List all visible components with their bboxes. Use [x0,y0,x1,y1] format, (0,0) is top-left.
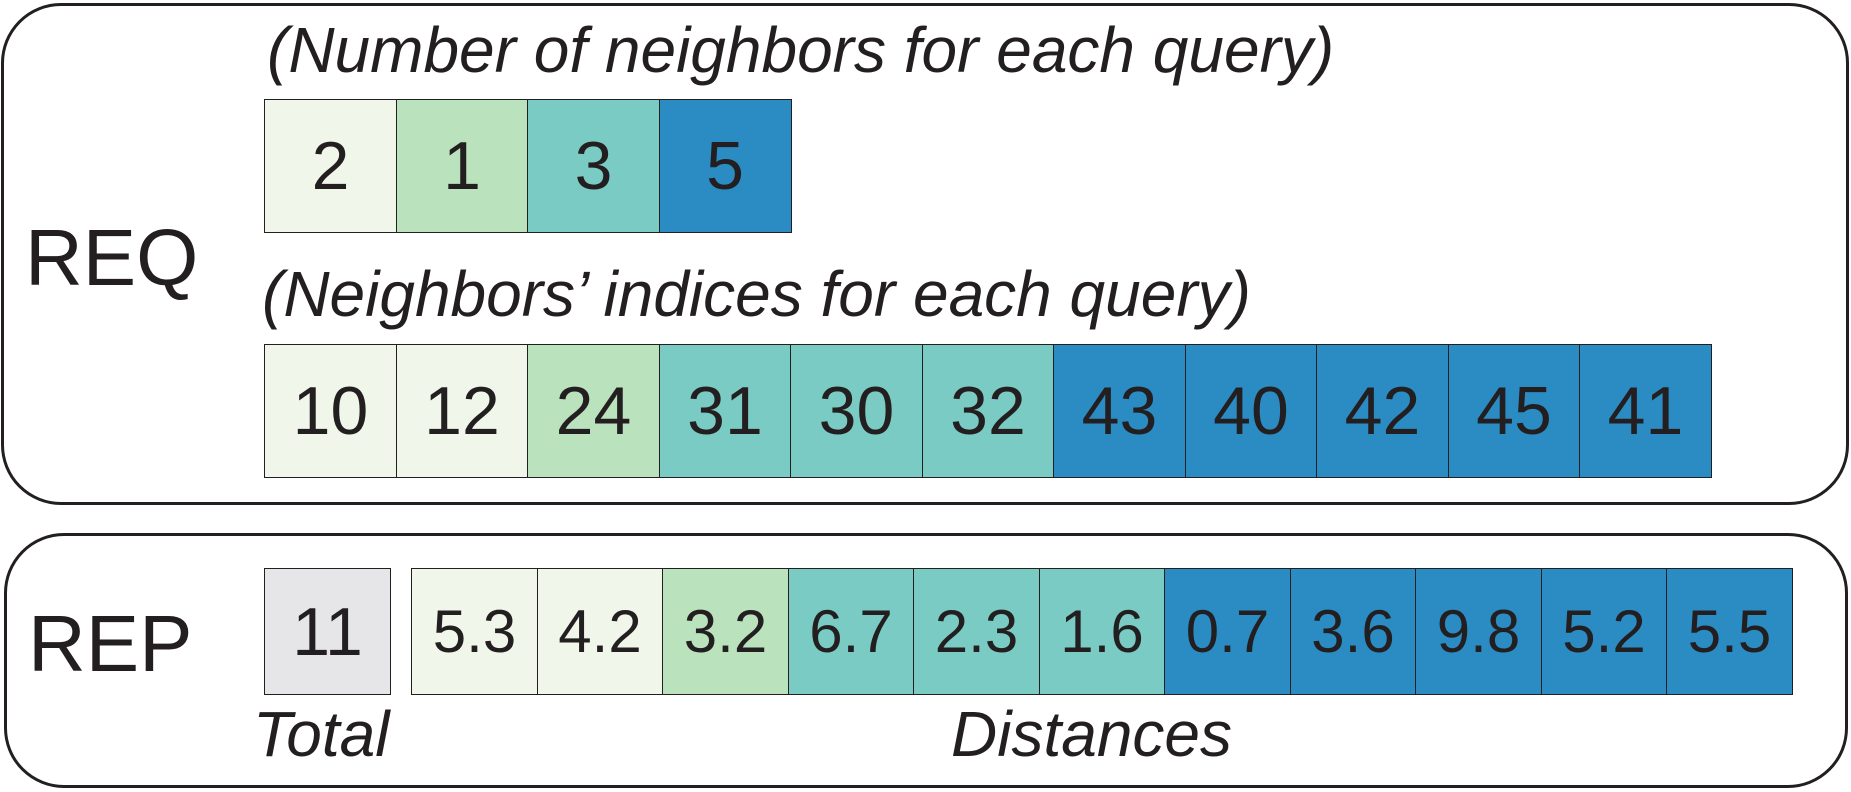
neighbor-count-caption: (Number of neighbors for each query) [267,14,1335,86]
neighbor-index-cell: 45 [1447,344,1581,478]
neighbor-index-cell: 31 [658,344,792,478]
distance-cell: 6.7 [787,568,915,695]
rep-label: REP [28,599,193,688]
neighbor-index-cell: 43 [1053,344,1186,478]
distance-cell: 1.6 [1038,568,1166,695]
distance-cell: 5.3 [411,568,538,695]
total-caption: Total [253,698,390,770]
neighbor-count-cell: 3 [527,99,660,233]
neighbor-index-cell: 12 [395,344,529,478]
neighbor-index-cell: 30 [790,344,923,478]
neighbor-index-cell: 32 [921,344,1055,478]
req-label: REQ [25,213,199,302]
neighbor-count-cell: 2 [264,99,397,233]
distance-cell: 9.8 [1415,568,1542,695]
distances-row: 5.3 4.2 3.2 6.7 2.3 1.6 0.7 3.6 9.8 5.2 5.5 [411,568,1793,695]
neighbor-indices-row: 10 12 24 31 30 32 43 40 42 45 41 [264,344,1712,478]
distance-cell: 2.3 [913,568,1040,695]
neighbor-index-cell: 10 [264,344,397,478]
neighbor-index-cell: 24 [527,344,660,478]
distance-cell: 0.7 [1164,568,1291,695]
distance-cell: 5.2 [1540,568,1668,695]
neighbor-count-cell: 1 [395,99,529,233]
distance-cell: 4.2 [536,568,664,695]
neighbor-index-cell: 40 [1184,344,1318,478]
total-cell: 11 [264,568,391,695]
total-row: 11 [264,568,391,695]
distance-cell: 3.2 [662,568,789,695]
neighbor-index-cell: 42 [1316,344,1449,478]
neighbor-count-cell: 5 [658,99,792,233]
distance-cell: 5.5 [1666,568,1793,695]
neighbor-index-cell: 41 [1579,344,1712,478]
distance-cell: 3.6 [1289,568,1417,695]
neighbor-indices-caption: (Neighbors’ indices for each query) [262,258,1251,330]
distances-caption: Distances [951,698,1232,770]
